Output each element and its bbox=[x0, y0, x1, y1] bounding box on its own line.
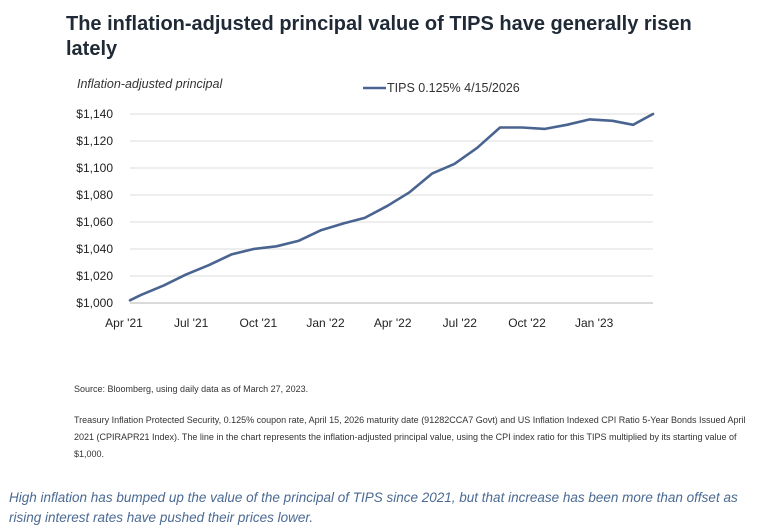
chart-title: The inflation-adjusted principal value o… bbox=[66, 13, 692, 60]
y-tick-label: $1,120 bbox=[76, 134, 113, 148]
y-axis-label: Inflation-adjusted principal bbox=[77, 77, 223, 91]
y-tick-label: $1,100 bbox=[76, 161, 113, 175]
chart-card: The inflation-adjusted principal value o… bbox=[66, 13, 746, 459]
y-axis-ticks: $1,000 $1,020 $1,040 $1,060 $1,080 $1,100 $1,1… bbox=[76, 107, 113, 310]
x-tick-label: Jul '22 bbox=[443, 316, 478, 330]
line-chart: Inflation-adjusted principal TIPS 0.125%… bbox=[76, 77, 655, 330]
y-tick-label: $1,060 bbox=[76, 215, 113, 229]
x-tick-label: Oct '22 bbox=[508, 316, 546, 330]
legend-label: TIPS 0.125% 4/15/2026 bbox=[387, 81, 520, 95]
methodology-note: Treasury Inflation Protected Security, 0… bbox=[74, 415, 746, 459]
y-tick-label: $1,000 bbox=[76, 296, 113, 310]
y-tick-label: $1,080 bbox=[76, 188, 113, 202]
x-tick-label: Jan '22 bbox=[306, 316, 345, 330]
gridlines bbox=[130, 113, 653, 304]
x-tick-label: Jul '21 bbox=[174, 316, 209, 330]
x-tick-label: Apr '21 bbox=[105, 316, 143, 330]
x-tick-label: Oct '21 bbox=[240, 316, 278, 330]
y-tick-label: $1,140 bbox=[76, 107, 113, 121]
series-layer bbox=[128, 112, 655, 302]
x-tick-label: Jan '23 bbox=[575, 316, 614, 330]
legend: TIPS 0.125% 4/15/2026 bbox=[363, 81, 520, 95]
source-note: Source: Bloomberg, using daily data as o… bbox=[74, 384, 309, 394]
x-tick-label: Apr '22 bbox=[374, 316, 412, 330]
x-axis-ticks: Apr '21 Jul '21 Oct '21 Jan '22 Apr '22 Jul '… bbox=[105, 316, 613, 330]
y-tick-label: $1,020 bbox=[76, 269, 113, 283]
y-tick-label: $1,040 bbox=[76, 242, 113, 256]
figure-caption: High inflation has bumped up the value o… bbox=[9, 490, 738, 525]
series-line bbox=[128, 112, 655, 302]
